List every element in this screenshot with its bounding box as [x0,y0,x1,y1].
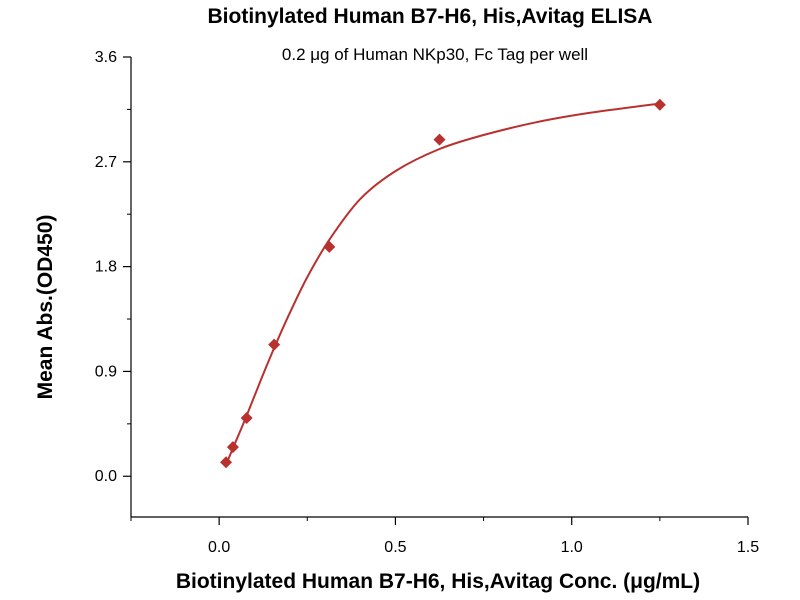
y-tick-label: 0.9 [95,363,117,380]
x-ticks: 0.0 0.5 1.0 1.5 [130,517,759,556]
data-point-diamond [240,412,253,425]
y-axis-label: Mean Abs.(OD450) [34,215,57,400]
x-tick-label: 1.0 [561,539,583,556]
y-tick-label: 2.7 [95,154,117,171]
y-tick-label: 1.8 [95,259,117,276]
y-tick-label: 3.6 [95,49,117,66]
data-point-diamond [226,441,239,454]
data-point-diamond [268,338,281,351]
x-tick-label: 0.5 [384,539,406,556]
chart-subtitle: 0.2 μg of Human NKp30, Fc Tag per well [282,45,588,64]
data-point-diamond [433,133,446,146]
data-point-diamond [323,240,336,253]
data-point-diamond [653,98,666,111]
data-points [220,98,666,469]
data-point-diamond [220,456,233,469]
plot-area: 0.0 0.9 1.8 2.7 3.6 0.0 0.5 1.0 1.5 [95,49,759,556]
fit-curve [225,102,661,466]
x-axis-label: Biotinylated Human B7-H6, His,Avitag Con… [176,570,700,593]
y-tick-label: 0.0 [95,468,117,485]
x-tick-label: 1.5 [737,539,759,556]
y-ticks: 0.0 0.9 1.8 2.7 3.6 [95,49,131,485]
chart-title: Biotinylated Human B7-H6, His,Avitag ELI… [208,5,653,28]
x-tick-label: 0.0 [208,539,230,556]
